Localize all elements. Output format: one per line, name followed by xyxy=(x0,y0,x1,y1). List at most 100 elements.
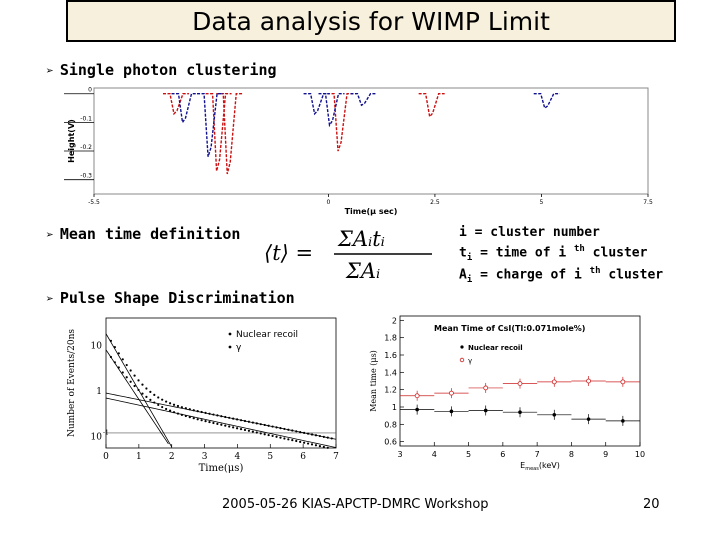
x-tick-label: 10 xyxy=(635,450,645,459)
nuclear-recoil-point xyxy=(168,402,172,405)
gamma-point xyxy=(157,403,160,407)
x-tick-label: 2 xyxy=(169,452,175,462)
gamma-point xyxy=(232,426,235,429)
gamma-point xyxy=(196,418,199,421)
y-tick-label: 1.2 xyxy=(384,386,397,395)
nuclear-recoil-point xyxy=(176,404,180,408)
gamma-point xyxy=(121,371,124,374)
blue-pulse xyxy=(350,93,377,107)
nuclear-recoil-point xyxy=(117,352,120,355)
gamma-point xyxy=(137,388,140,392)
legend-marker-gamma xyxy=(459,357,465,363)
gamma-point xyxy=(299,440,302,443)
y-tick-label: 1.8 xyxy=(384,334,397,343)
red-pulse xyxy=(205,93,232,172)
formula-denominator: ΣAᵢ xyxy=(345,259,380,283)
formula-lhs: ⟨t⟩ = xyxy=(264,241,313,265)
footer-workshop: 2005-05-26 KIAS-APCTP-DMRC Workshop xyxy=(222,497,489,512)
footer-page-number: 20 xyxy=(643,497,660,512)
legend-marker-nuclear xyxy=(228,332,232,336)
blue-pulse xyxy=(171,93,198,125)
slide-title-box: Data analysis for WIMP Limit xyxy=(66,0,676,42)
x-tick-label: 5 xyxy=(466,450,471,459)
legend-marker-gamma xyxy=(228,345,232,349)
nuclear-recoil-point xyxy=(145,387,148,390)
gamma-point xyxy=(243,428,247,432)
gamma-point xyxy=(247,429,251,432)
nuclear-recoil-point xyxy=(415,407,419,412)
x-tick-label: 0 xyxy=(326,199,330,206)
gamma-point xyxy=(129,380,132,383)
y-tick-label: 0 xyxy=(88,87,92,94)
y-tick-sup: -1 xyxy=(103,430,109,437)
nuclear-recoil-point xyxy=(157,396,160,399)
bullet-single-photon: ➢ Single photon clustering xyxy=(46,61,277,79)
nuclear-recoil-point xyxy=(129,369,132,372)
x-tick-label: 8 xyxy=(569,450,574,459)
slow-component-fit xyxy=(105,397,337,448)
nuclear-recoil-point xyxy=(153,393,156,396)
gamma-point xyxy=(161,405,164,409)
x-axis-label: Time(μ sec) xyxy=(345,207,398,216)
x-tick-label: 0 xyxy=(103,452,109,462)
def-a-sup: th xyxy=(589,266,601,276)
gamma-point xyxy=(295,439,298,443)
def-a-sub: i xyxy=(466,274,473,285)
def-t-tail: cluster xyxy=(584,245,648,261)
chart-title: Mean Time of CsI(Tl:0.071mole%) xyxy=(434,324,585,333)
arrow-bullet-icon: ➢ xyxy=(46,228,54,243)
def-t-sup: th xyxy=(574,244,585,254)
def-a-tail: cluster xyxy=(600,267,664,283)
blue-pulse xyxy=(197,93,224,157)
def-a: Ai = charge of i th cluster xyxy=(459,266,663,285)
red-pulse xyxy=(216,93,243,175)
y-tick-label: 1.6 xyxy=(384,351,397,360)
gamma-point xyxy=(414,393,420,399)
def-a-text: = charge of i xyxy=(472,267,590,283)
nuclear-recoil-point xyxy=(165,400,168,403)
red-pulse xyxy=(162,93,189,116)
legend-label-gamma: γ xyxy=(236,343,242,353)
slow-component-fit xyxy=(105,392,337,440)
gamma-point xyxy=(283,437,286,440)
formula-numerator: ΣAᵢtᵢ xyxy=(337,227,385,251)
nuclear-recoil-point xyxy=(121,358,124,361)
plot-frame xyxy=(93,87,649,195)
gamma-point xyxy=(271,434,274,438)
nuclear-recoil-point xyxy=(137,379,140,382)
y-tick-label: 0.6 xyxy=(384,438,397,447)
nuclear-recoil-point xyxy=(149,390,152,394)
x-tick-label: 6 xyxy=(300,452,306,462)
gamma-point xyxy=(204,420,207,423)
nuclear-recoil-point xyxy=(125,363,128,367)
x-tick-label: 3 xyxy=(202,452,208,462)
nuclear-recoil-point xyxy=(518,410,522,414)
gamma-point xyxy=(517,381,523,386)
gamma-point xyxy=(259,432,262,435)
mean-time-formula: ⟨t⟩ = ΣAᵢtᵢ ΣAᵢ xyxy=(264,227,432,283)
def-t-symbol: t xyxy=(459,245,467,261)
gamma-point xyxy=(208,420,211,424)
x-tick-label: -5.5 xyxy=(88,199,100,206)
x-tick-label: 1 xyxy=(136,452,142,462)
gamma-point xyxy=(239,427,243,431)
gamma-point xyxy=(449,390,454,396)
red-pulse xyxy=(418,93,445,119)
waveform-chart: 0 -0.1 -0.2 -0.3 -5.5 0 2.5 5 7.5 Time(μ sec) Heig… xyxy=(64,87,653,216)
x-axis-label: Time(μs) xyxy=(199,463,244,474)
gamma-point xyxy=(224,424,227,427)
def-i-text: i = cluster number xyxy=(459,225,600,240)
x-tick-label: 9 xyxy=(603,450,608,459)
y-tick-label: 1 xyxy=(96,387,102,397)
gamma-point xyxy=(200,419,203,422)
bullet-text: Single photon clustering xyxy=(59,61,277,79)
legend-label-gamma: γ xyxy=(468,357,472,365)
nuclear-recoil-point xyxy=(483,408,488,413)
gamma-point xyxy=(322,445,325,449)
x-tick-label: 5 xyxy=(540,199,544,206)
def-t-sub: i xyxy=(466,252,473,263)
x-tick-label: 7 xyxy=(333,452,339,462)
x-tick-label: 5 xyxy=(267,452,273,462)
gamma-point xyxy=(314,444,318,447)
